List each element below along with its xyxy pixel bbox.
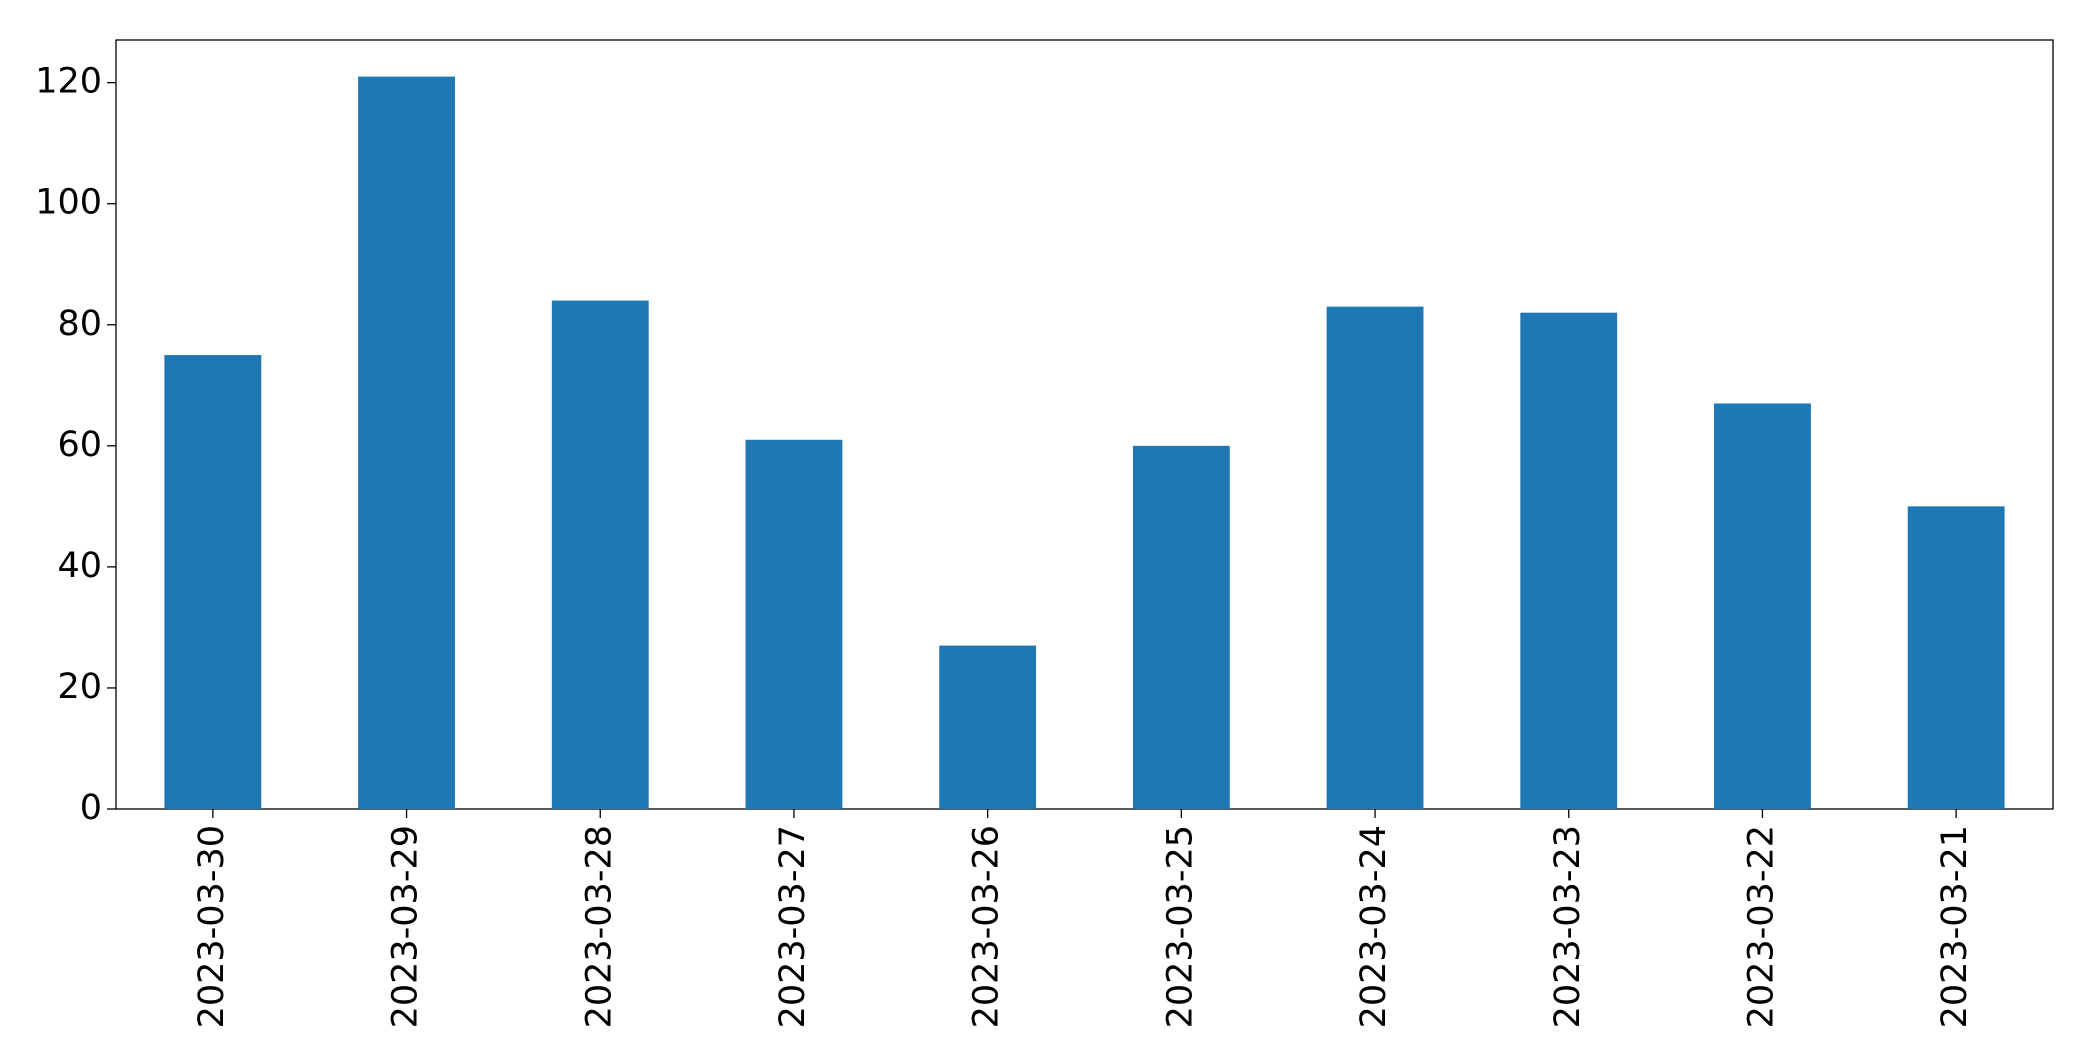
y-tick-label: 100 [35,183,102,223]
bar [1326,306,1424,809]
x-tick-label: 2023-03-26 [967,825,1007,1028]
bar [745,439,843,809]
x-tick-label: 2023-03-28 [579,825,619,1028]
y-tick-label: 80 [57,304,102,344]
y-tick-label: 120 [35,62,102,102]
x-tick-label: 2023-03-25 [1160,825,1200,1028]
y-tick-label: 0 [80,788,102,828]
x-tick-label: 2023-03-24 [1354,825,1394,1028]
x-tick-label: 2023-03-22 [1741,825,1781,1028]
x-tick-label: 2023-03-27 [773,825,813,1028]
y-tick-label: 20 [57,667,102,707]
plot-frame [115,39,2054,810]
bar [1132,445,1230,809]
y-tick-label: 40 [57,546,102,586]
x-tick-label: 2023-03-21 [1935,825,1975,1028]
bar [164,355,262,809]
bar [1907,506,2005,809]
x-tick-label: 2023-03-23 [1548,825,1588,1028]
bar [939,645,1037,809]
bar [1520,312,1618,809]
bar [358,76,455,810]
bar [1714,403,1811,809]
x-tick-label: 2023-03-30 [192,825,232,1028]
x-tick-label: 2023-03-29 [386,825,426,1028]
bar [551,300,649,809]
y-tick-label: 60 [57,425,102,465]
